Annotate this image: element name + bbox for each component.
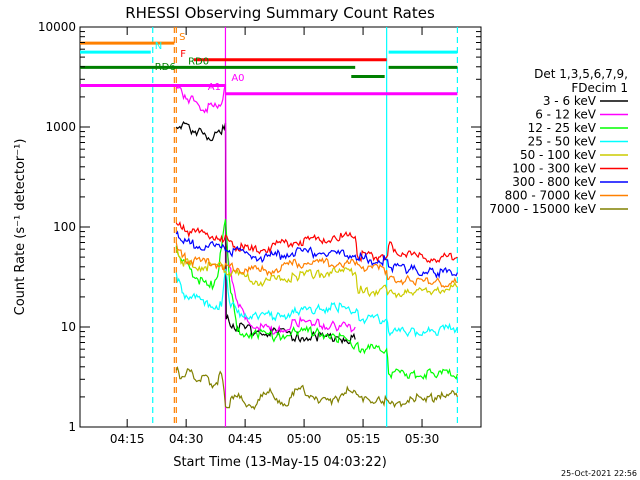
legend-entry-6: 300 - 800 keV — [512, 175, 596, 189]
legend-entry-3: 25 - 50 keV — [528, 135, 597, 149]
legend-title-line-1: Det 1,3,5,6,7,9, — [534, 67, 628, 81]
series-line-5 — [175, 220, 458, 264]
legend-entry-7: 800 - 7000 keV — [505, 189, 597, 203]
legend-entry-1: 6 - 12 keV — [535, 108, 597, 122]
x-axis-label: Start Time (13-May-15 04:03:22) — [173, 455, 387, 470]
legend-entry-5: 100 - 300 keV — [512, 162, 596, 176]
flag-annotation-0: S — [179, 32, 185, 43]
legend-entry-2: 12 - 25 keV — [528, 121, 597, 135]
series-line-6 — [175, 230, 458, 279]
flag-annotation-4: RD6 — [155, 62, 176, 73]
y-tick-label-3: 1000 — [45, 120, 76, 134]
x-tick-label-3: 05:00 — [287, 432, 322, 446]
legend-title-line-2: FDecim 1 — [571, 81, 628, 95]
flag-annotation-2: F — [180, 49, 186, 60]
x-axis-ticks: 04:15 04:30 04:45 05:00 05:15 05:30 — [110, 27, 439, 446]
footer-timestamp: 25-Oct-2021 22:56 — [561, 469, 637, 478]
x-tick-label-2: 04:45 — [228, 432, 263, 446]
flag-bars — [80, 41, 458, 96]
y-axis-ticks: 1 10 100 1000 10000 — [38, 20, 481, 434]
series-line-1 — [175, 83, 356, 335]
flag-annotation-6: A1 — [208, 82, 221, 93]
series-line-8 — [175, 366, 458, 411]
series-lines — [175, 83, 458, 411]
legend-entry-8: 7000 - 15000 keV — [489, 202, 596, 216]
y-tick-label-0: 1 — [68, 420, 76, 434]
y-axis-label: Count Rate (s⁻¹ detector⁻¹) — [13, 139, 28, 316]
flag-annotation-1: N — [155, 41, 162, 52]
x-tick-label-1: 04:30 — [169, 432, 204, 446]
chart-title: RHESSI Observing Summary Count Rates — [125, 4, 435, 22]
y-tick-label-1: 10 — [61, 320, 76, 334]
x-tick-label-5: 05:30 — [405, 432, 440, 446]
series-line-3 — [175, 268, 458, 338]
series-line-7 — [175, 242, 458, 289]
series-line-4 — [175, 248, 458, 299]
series-line-2 — [175, 218, 458, 381]
legend-entry-0: 3 - 6 keV — [543, 94, 597, 108]
x-tick-label-4: 05:15 — [346, 432, 381, 446]
flag-annotation-3: RD0 — [188, 56, 209, 67]
y-tick-label-2: 100 — [53, 220, 76, 234]
legend-entry-4: 50 - 100 keV — [520, 148, 597, 162]
flag-annotation-5: A0 — [231, 73, 244, 84]
x-tick-label-0: 04:15 — [110, 432, 145, 446]
y-tick-label-4: 10000 — [38, 20, 76, 34]
